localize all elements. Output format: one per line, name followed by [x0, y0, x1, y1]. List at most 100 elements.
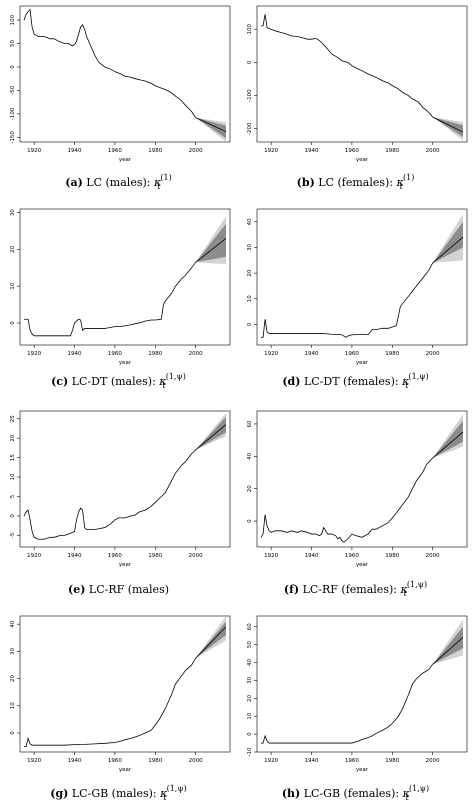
forecast-inner-band — [432, 420, 463, 458]
caption-text: LC (females): — [318, 176, 394, 189]
chart-g: 1920 1940 1960 1980 2000 year 0 10 20 30 40 — [10, 615, 231, 773]
y-tick-label: 20 — [247, 694, 253, 701]
plot-frame — [256, 410, 468, 548]
forecast-mean-line — [432, 116, 464, 133]
caption-letter: (e) — [67, 583, 86, 596]
caption-superscript: (1,ψ) — [408, 372, 429, 381]
y-tick-label: 20 — [10, 675, 16, 682]
caption-superscript: (1) — [160, 173, 172, 182]
chart-panel-f: 1920 1940 1960 1980 2000 year 0 20 40 60 (f) LC-R… — [237, 405, 474, 598]
y-tick-label: 30 — [10, 209, 16, 216]
plot-frame — [19, 615, 231, 753]
y-tick-label: -10 — [247, 747, 253, 756]
forecast-mean-line — [432, 431, 464, 459]
chart-e: 1920 1940 1960 1980 2000 year -5 0 5 10 15 20 25 — [10, 410, 231, 568]
x-tick-label: 2000 — [426, 758, 440, 764]
series-line — [261, 262, 434, 338]
y-tick-label: 0 — [247, 519, 253, 523]
chart-panel-c: 1920 1940 1960 1980 2000 year 0 10 20 30 (c) LC-D… — [0, 203, 237, 390]
y-tick-label: 10 — [10, 282, 16, 289]
x-tick-label: 1940 — [68, 758, 82, 764]
x-axis-label: year — [356, 157, 369, 163]
y-tick-label: 0 — [247, 60, 253, 64]
caption-letter: (b) — [296, 176, 315, 189]
chart-b: 1920 1940 1960 1980 2000 year -200 -100 0 100 — [247, 5, 468, 163]
forecast-mean-line — [432, 637, 464, 665]
caption-letter: (a) — [65, 176, 83, 189]
x-tick-label: 1920 — [264, 758, 278, 764]
x-tick-label: 2000 — [426, 553, 440, 559]
x-tick-label: 1920 — [264, 553, 278, 559]
caption-b: (b) LC (females): κt(1) — [237, 173, 474, 191]
series-line — [24, 262, 196, 337]
caption-text: LC (males): — [86, 176, 151, 189]
x-tick-label: 2000 — [426, 351, 440, 357]
y-tick-label: 20 — [247, 269, 253, 276]
y-tick-label: 40 — [247, 452, 253, 459]
caption-text: LC-GB (males): — [71, 787, 157, 800]
y-tick-label: -5 — [10, 532, 16, 538]
plot-frame — [19, 208, 231, 346]
x-tick-label: 1980 — [148, 553, 162, 559]
caption-d: (d) LC-DT (females): κt(1,ψ) — [237, 372, 474, 390]
x-tick-label: 1940 — [68, 351, 82, 357]
x-tick-label: 1920 — [264, 351, 278, 357]
caption-superscript: (1,ψ) — [406, 580, 428, 589]
chart-panel-e: 1920 1940 1960 1980 2000 year -5 0 5 10 15 20 25 (e)… — [0, 405, 237, 596]
x-tick-label: 1920 — [27, 148, 41, 154]
forecast-outer-band — [432, 117, 463, 141]
chart-a: 1920 1940 1960 1980 2000 year -150 -100 -50 0 50 10… — [10, 5, 231, 163]
kappa-symbol: κ — [402, 787, 410, 800]
forecast-mean-line — [195, 238, 227, 263]
y-tick-label: -150 — [10, 131, 16, 144]
kappa-symbol: κ — [402, 375, 410, 388]
x-tick-label: 1940 — [68, 553, 82, 559]
x-tick-label: 1980 — [385, 351, 399, 357]
x-tick-label: 1960 — [108, 351, 122, 357]
chart-panel-g: 1920 1940 1960 1980 2000 year 0 10 20 30 40 (g) LC… — [0, 610, 237, 802]
x-tick-label: 1960 — [108, 758, 122, 764]
caption-letter: (c) — [51, 375, 69, 388]
forecast-mean-line — [432, 236, 464, 264]
y-tick-label: 60 — [247, 623, 253, 630]
forecast-mean-line — [195, 626, 227, 659]
kappa-symbol: κ — [153, 176, 162, 189]
y-tick-label: 100 — [10, 14, 16, 25]
x-tick-label: 1960 — [345, 553, 359, 559]
caption-superscript: (1,ψ) — [409, 784, 430, 793]
y-tick-label: 50 — [10, 40, 16, 47]
y-tick-label: 10 — [10, 473, 16, 480]
series-line — [261, 14, 433, 118]
caption-letter: (f) — [283, 583, 300, 596]
x-tick-label: 1960 — [345, 148, 359, 154]
subscript-t: t — [157, 182, 161, 191]
series-line — [24, 657, 197, 747]
caption-e: (e) LC-RF (males) — [0, 583, 237, 597]
chart-panel-h: 1920 1940 1960 1980 2000 year -10 0 10 20 30 40 50 60… — [237, 610, 474, 802]
forecast-inner-band — [195, 117, 226, 139]
x-tick-label: 1980 — [385, 758, 399, 764]
y-tick-label: 15 — [10, 454, 16, 461]
plot-frame — [19, 410, 231, 548]
caption-text: LC-RF (males) — [88, 583, 169, 596]
x-tick-label: 1940 — [305, 148, 319, 154]
forecast-inner-band — [432, 221, 463, 263]
x-axis-label: year — [356, 767, 369, 773]
x-tick-label: 1980 — [385, 553, 399, 559]
x-axis-label: year — [119, 562, 132, 568]
y-tick-label: 20 — [10, 245, 16, 252]
forecast-mean-line — [195, 424, 227, 451]
forecast-outer-band — [432, 414, 463, 458]
y-tick-label: 10 — [10, 702, 16, 709]
x-tick-label: 2000 — [189, 553, 203, 559]
subscript-t: t — [163, 793, 167, 802]
x-tick-label: 2000 — [426, 148, 440, 154]
x-tick-label: 1980 — [148, 148, 162, 154]
x-axis-label: year — [356, 562, 369, 568]
x-tick-label: 1960 — [108, 553, 122, 559]
chart-h: 1920 1940 1960 1980 2000 year -10 0 10 20 30 40 50 60 — [247, 615, 468, 773]
plot-frame — [256, 208, 468, 346]
plot-frame — [256, 615, 468, 753]
x-tick-label: 1920 — [27, 758, 41, 764]
x-tick-label: 1980 — [148, 351, 162, 357]
